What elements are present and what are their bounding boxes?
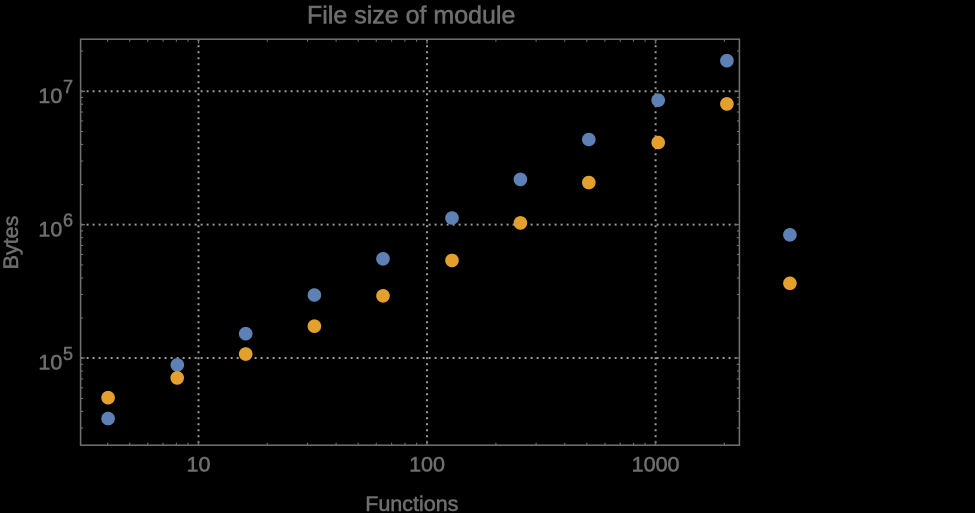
svg-text:10: 10 (38, 351, 62, 375)
svg-text:Functions: Functions (365, 492, 458, 513)
svg-text:10: 10 (187, 452, 211, 476)
svg-text:5: 5 (63, 344, 73, 364)
svg-text:100: 100 (409, 452, 445, 476)
svg-text:1000: 1000 (632, 452, 680, 476)
svg-text:10: 10 (38, 84, 62, 108)
svg-text:10: 10 (38, 217, 62, 241)
svg-text:6: 6 (63, 211, 73, 231)
svg-text:7: 7 (63, 77, 73, 97)
svg-text:File size of module: File size of module (307, 2, 515, 30)
svg-text:Bytes: Bytes (0, 216, 23, 270)
